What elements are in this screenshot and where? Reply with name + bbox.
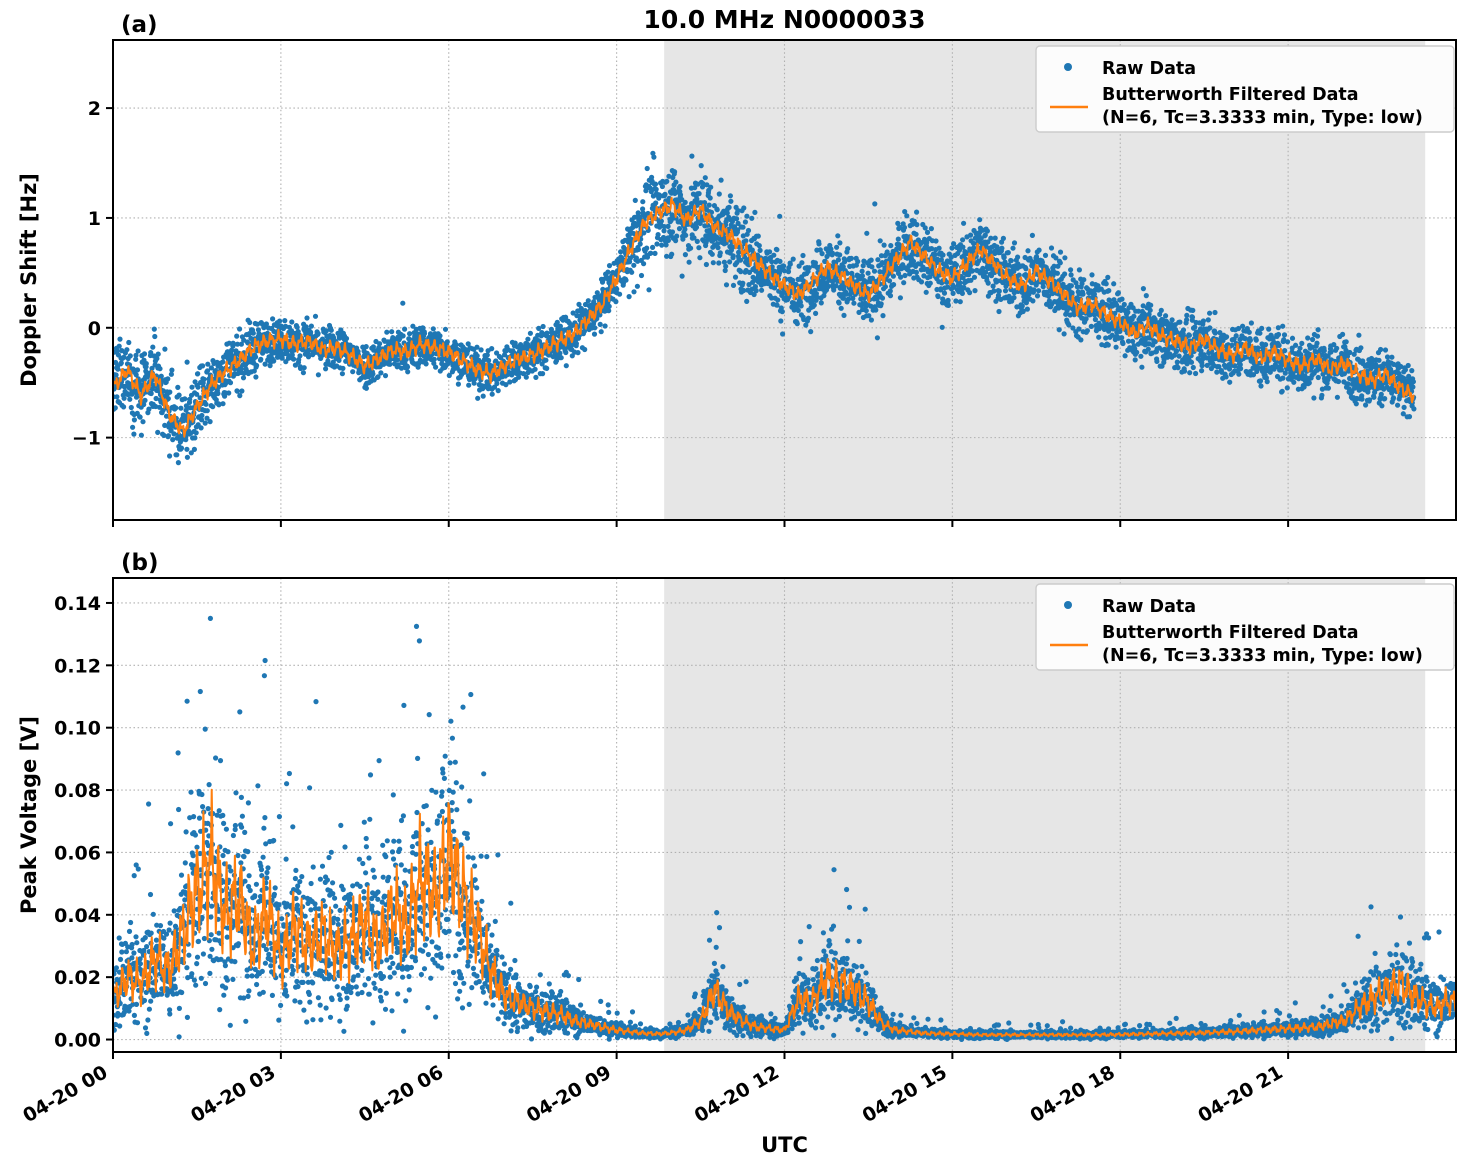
legend-b[interactable]: Raw Data Butterworth Filtered Data (N=6, T… bbox=[1036, 584, 1454, 670]
x-axis-tick-label: 04-20 21 bbox=[1194, 1061, 1286, 1127]
y-axis-tick-label: 0.02 bbox=[54, 967, 101, 989]
x-axis-tick-label: 04-20 12 bbox=[691, 1061, 783, 1127]
legend-a[interactable]: Raw Data Butterworth Filtered Data (N=6, T… bbox=[1036, 46, 1454, 132]
panel-label-a: (a) bbox=[121, 12, 158, 38]
legend-raw-marker bbox=[1064, 601, 1072, 609]
y-axis-tick-label: 0.06 bbox=[54, 842, 101, 864]
x-axis-tick-label: 04-20 03 bbox=[187, 1061, 279, 1127]
y-axis-label: Peak Voltage [V] bbox=[17, 716, 41, 914]
x-axis-tick-label: 04-20 00 bbox=[19, 1061, 111, 1127]
panel-a: −1 0 1 2 Doppler Shift [Hz] (a) Raw Data Butter… bbox=[17, 12, 1456, 527]
y-axis-tick-label: −1 bbox=[72, 428, 101, 450]
x-axis-label: UTC bbox=[761, 1133, 808, 1157]
x-axis-tick-label: 04-20 09 bbox=[523, 1061, 615, 1127]
panel-b: 0.00 0.02 0.04 0.06 0.08 0.10 0.12 0.14 04-20 00… bbox=[17, 550, 1459, 1127]
legend-filtered-label-line2: (N=6, Tc=3.3333 min, Type: low) bbox=[1102, 108, 1423, 128]
legend-raw-marker bbox=[1064, 63, 1072, 71]
figure-title: 10.0 MHz N0000033 bbox=[643, 5, 925, 34]
legend-filtered-label-line1: Butterworth Filtered Data bbox=[1102, 623, 1359, 643]
panel-label-b: (b) bbox=[121, 550, 159, 576]
y-axis-tick-label: 1 bbox=[88, 208, 101, 230]
x-axis-tick-label: 04-20 06 bbox=[355, 1061, 447, 1127]
legend-filtered-label-line1: Butterworth Filtered Data bbox=[1102, 85, 1359, 105]
y-axis-tick-label: 0.04 bbox=[54, 905, 101, 927]
x-axis-tick-label: 04-20 18 bbox=[1026, 1061, 1118, 1127]
y-axis-tick-label: 0.08 bbox=[54, 780, 101, 802]
x-axis-tick-label: 04-20 15 bbox=[859, 1061, 951, 1127]
y-axis-tick-label: 0.10 bbox=[54, 718, 101, 740]
y-axis-tick-label: 0.12 bbox=[54, 655, 101, 677]
legend-filtered-label-line2: (N=6, Tc=3.3333 min, Type: low) bbox=[1102, 646, 1423, 666]
legend-raw-label: Raw Data bbox=[1102, 597, 1196, 617]
y-axis-label: Doppler Shift [Hz] bbox=[17, 173, 41, 387]
legend-raw-label: Raw Data bbox=[1102, 59, 1196, 79]
y-axis-tick-label: 0 bbox=[88, 318, 101, 340]
y-axis-tick-label: 0.14 bbox=[54, 593, 101, 615]
y-axis-tick-label: 0.00 bbox=[54, 1030, 101, 1052]
y-axis-tick-label: 2 bbox=[88, 98, 101, 120]
